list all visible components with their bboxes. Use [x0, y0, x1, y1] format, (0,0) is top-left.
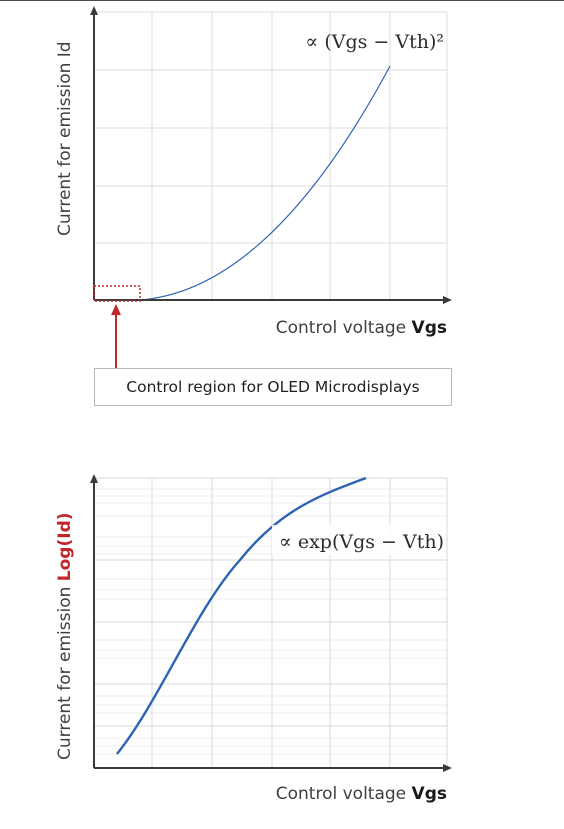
exponential-formula: ∝ exp(Vgs − Vth)	[279, 531, 444, 553]
quadratic-formula: ∝ (Vgs − Vth)²	[305, 31, 444, 53]
y-axis-arrow-icon	[90, 6, 98, 15]
x-label-prefix: Control voltage	[276, 784, 412, 804]
callout-arrow-head-icon	[111, 304, 121, 315]
log-x-axis-label: Control voltage Vgs	[276, 784, 447, 804]
exponential-curve	[116, 476, 367, 755]
top-border-line	[0, 0, 564, 1]
formula-backdrop	[272, 525, 446, 555]
y-label-log-id: Log(Id)	[55, 512, 75, 581]
callout-label: Control region for OLED Microdisplays	[126, 378, 420, 396]
linear-x-axis-label: Control voltage Vgs	[276, 318, 447, 338]
control-region-highlight	[93, 285, 141, 302]
linear-current-chart: Current for emission Id Control voltage …	[55, 6, 452, 406]
y-axis-arrow-icon	[90, 474, 98, 483]
linear-chart-grid	[94, 11, 448, 300]
log-chart-svg: Current for emission Log(Id) Control vol…	[55, 474, 452, 804]
x-axis-arrow-icon	[443, 296, 452, 304]
linear-y-axis-label: Current for emission Id	[55, 41, 75, 236]
control-region-callout: Control region for OLED Microdisplays	[94, 368, 452, 406]
quadratic-curve	[139, 65, 391, 301]
log-y-axis-label: Current for emission Log(Id)	[55, 512, 75, 760]
x-label-prefix: Control voltage	[276, 318, 412, 338]
log-current-chart: Current for emission Log(Id) Control vol…	[0, 440, 564, 829]
x-axis-arrow-icon	[443, 764, 452, 772]
x-label-vgs: Vgs	[412, 784, 447, 804]
log-chart-major-grid	[94, 477, 448, 768]
linear-chart-svg: Current for emission Id Control voltage …	[55, 6, 452, 368]
log-chart-minor-grid	[94, 488, 447, 755]
x-label-vgs: Vgs	[412, 318, 447, 338]
y-label-prefix: Current for emission	[55, 581, 75, 760]
